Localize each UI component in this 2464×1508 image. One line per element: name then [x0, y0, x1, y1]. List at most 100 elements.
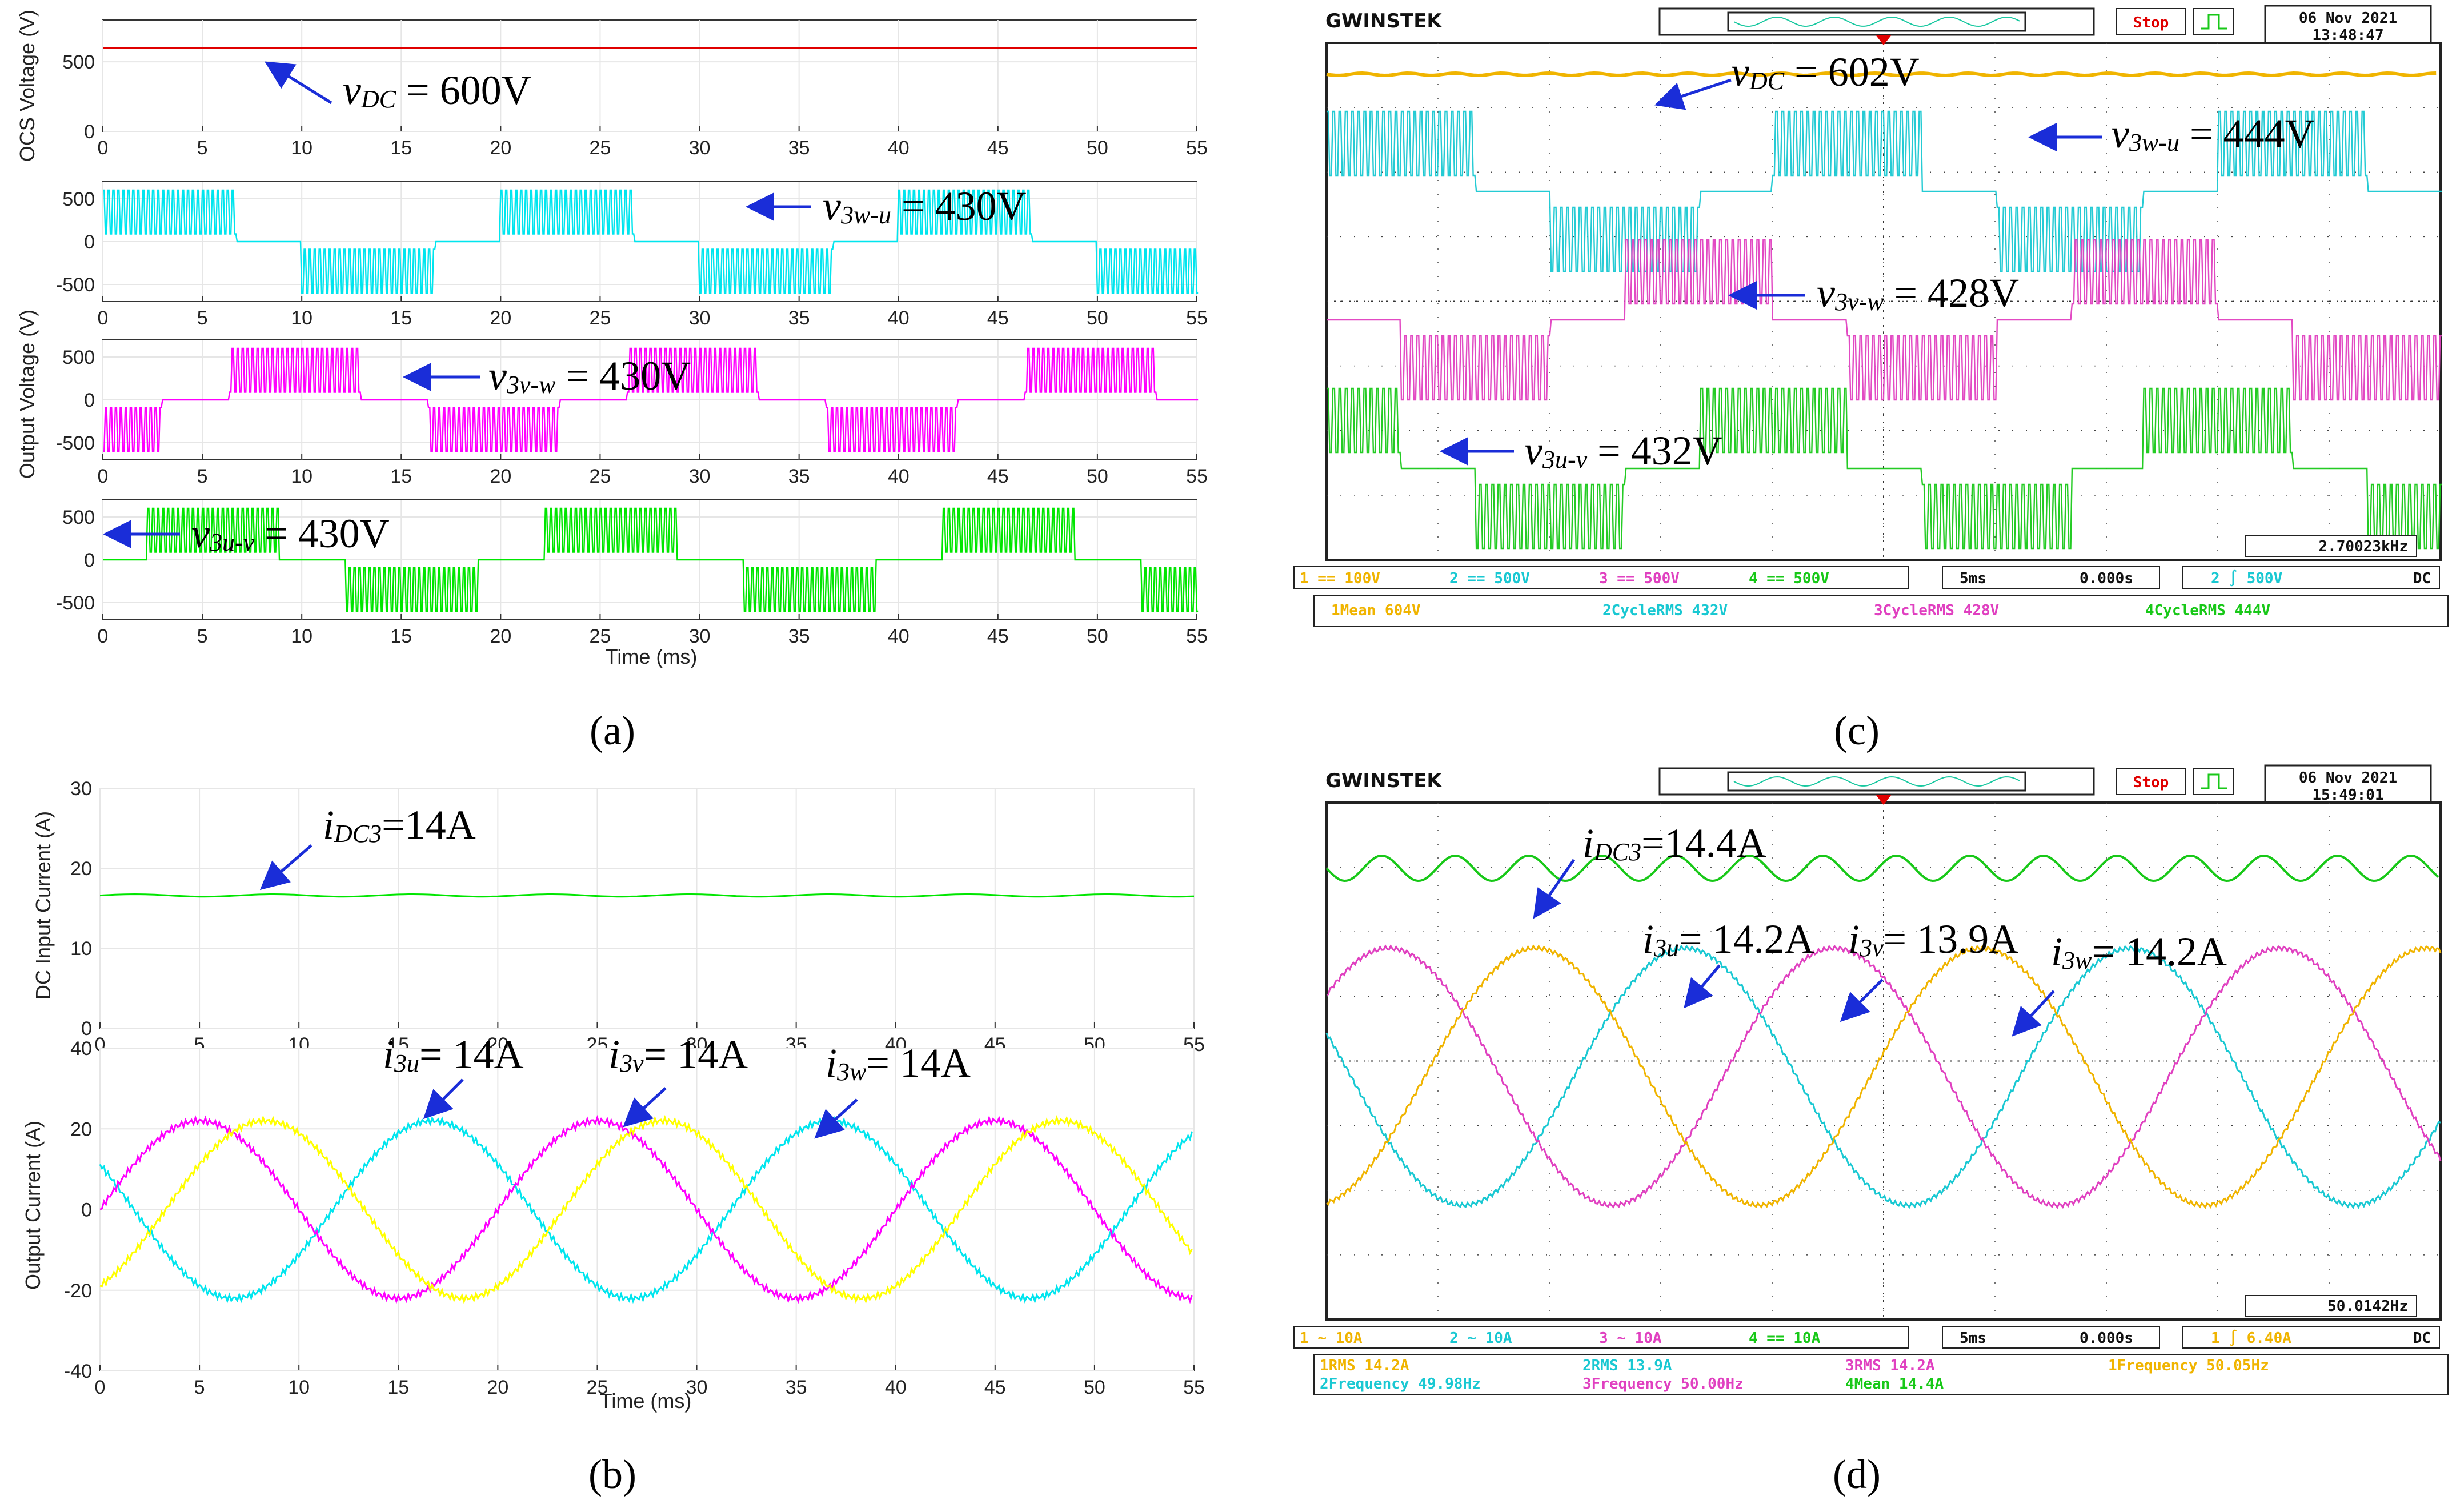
scope-measurement-3: 3RMS 14.2A	[1845, 1357, 1935, 1374]
scope-pulse-icon	[2201, 14, 2227, 30]
tick-label-x: 10	[291, 466, 312, 487]
tick-label-x: 35	[788, 625, 810, 647]
tick-label-x: 40	[888, 466, 910, 487]
tick-label-y: 0	[84, 231, 95, 253]
tick-label-x: 5	[197, 625, 208, 647]
scope-trigger-level: 1 ∫ 6.40A	[2211, 1329, 2291, 1347]
arrow-b-idc	[259, 844, 312, 891]
scope-channel-4: 4 == 10A	[1749, 1330, 1821, 1347]
tick-label-x: 35	[788, 307, 810, 329]
tick-label-x: 0	[98, 625, 109, 647]
scope-measurement-1: 1Mean 604V	[1331, 602, 1421, 619]
tick-label-y: 500	[62, 507, 95, 528]
tick-label-x: 35	[786, 1377, 807, 1398]
xlabel-a: Time (ms)	[606, 645, 698, 668]
tick-label-x: 40	[888, 625, 910, 647]
scope-channel-1: 1 ~ 10A	[1300, 1330, 1363, 1347]
tick-label-x: 55	[1183, 1377, 1205, 1398]
tick-label-x: 50	[1087, 466, 1108, 487]
scope-trigger-box	[2182, 1326, 2440, 1349]
arrow-d-iu	[1684, 964, 1721, 1009]
tick-label-x: 15	[390, 625, 412, 647]
ann-d-iw: i3w= 14.2A	[2051, 929, 2227, 974]
tick-label-x: 20	[487, 1377, 508, 1398]
tick-label-y: 500	[62, 188, 95, 210]
tick-label-x: 20	[490, 466, 511, 487]
scope-freq-box	[2245, 535, 2417, 557]
scope-channel-2: 2 ~ 10A	[1449, 1330, 1512, 1347]
tick-label-y: 30	[70, 778, 92, 800]
scope-freq-readout: 2.70023kHz	[2318, 538, 2408, 555]
plot-b-output-current: 0 5 10 15 20 25 30 35 40 45 50 55 -40 -20 0 20 40	[64, 1038, 1205, 1398]
tick-label-y: 0	[81, 1200, 92, 1221]
scope-measurement-7: 4Mean 14.4A	[1845, 1375, 1944, 1393]
panel-label-b: (b)	[588, 1451, 636, 1497]
series-idc3	[99, 893, 1195, 898]
scope-hpos: 0.000s	[2080, 570, 2133, 587]
scope-d-i3u-trace	[1325, 944, 2441, 1209]
tick-label-y: -20	[64, 1280, 92, 1302]
scope-time: 13:48:47	[2312, 27, 2383, 44]
series-v3v-w	[103, 347, 1199, 452]
ylabel-output-current: Output Current (A)	[21, 1121, 45, 1290]
scope-measurement-2: 2RMS 13.9A	[1582, 1357, 1672, 1374]
scope-date: 06 Nov 2021	[2299, 10, 2397, 27]
tick-label-x: 45	[987, 466, 1009, 487]
tick-label-x: 10	[291, 625, 312, 647]
tick-label-x: 5	[194, 1377, 205, 1398]
tick-label-x: 5	[197, 137, 208, 159]
scope-brand-logo: GWINSTEK	[1325, 769, 1443, 792]
tick-label-y: 0	[84, 390, 95, 411]
tick-label-x: 10	[291, 137, 312, 159]
tick-label-y: -40	[64, 1361, 92, 1382]
scope-c-v3wu-trace	[1327, 110, 2442, 272]
ylabel-output-voltage: Output Voltage (V)	[15, 310, 39, 479]
ylabel-ocs: OCS Voltage (V)	[15, 10, 39, 162]
tick-label-x: 30	[689, 137, 711, 159]
ann-d-iv: i3v= 13.9A	[1848, 916, 2018, 962]
tick-label-x: 40	[888, 137, 910, 159]
ann-b-iu: i3u= 14A	[383, 1032, 524, 1077]
ann-a-vw: v3v-w = 430V	[488, 353, 691, 399]
ann-b-iw: i3w= 14A	[826, 1040, 971, 1086]
tick-label-x: 0	[98, 466, 109, 487]
scope-measurement-3: 3CycleRMS 428V	[1874, 602, 1999, 619]
tick-label-x: 55	[1186, 307, 1208, 329]
scope-hpos: 0.000s	[2080, 1330, 2133, 1347]
tick-label-x: 40	[885, 1377, 907, 1398]
tick-label-x: 35	[788, 466, 810, 487]
tick-label-y: 20	[70, 1118, 92, 1140]
scope-timebase-box	[1942, 566, 2160, 589]
scope-trigger-marker	[1876, 35, 1892, 45]
scope-channel-row	[1293, 566, 1909, 589]
scope-measurement-4: 1Frequency 50.05Hz	[2108, 1357, 2269, 1374]
plot-a-ocs-voltage: 0 5 10 15 20 25 30 35 40 45 50 55 0 500	[62, 19, 1208, 159]
scope-measurement-4: 4CycleRMS 444V	[2145, 602, 2270, 619]
scope-c-vdc-trace	[1326, 71, 2437, 78]
tick-label-x: 0	[95, 1377, 106, 1398]
tick-label-x: 55	[1186, 137, 1208, 159]
scope-trigger-marker	[1876, 795, 1892, 805]
panel-label-a: (a)	[590, 708, 635, 753]
scope-memory-wave	[1733, 16, 2020, 27]
scope-coupling: DC	[2413, 570, 2431, 587]
tick-label-x: 5	[197, 307, 208, 329]
scope-measurement-5: 2Frequency 49.98Hz	[1320, 1375, 1481, 1393]
scope-measurement-6: 3Frequency 50.00Hz	[1582, 1375, 1744, 1393]
scope-measurement-1: 1RMS 14.2A	[1320, 1357, 1409, 1374]
axes-frame-b1	[99, 788, 1195, 1029]
scope-stop-label: Stop	[2133, 774, 2169, 791]
scope-brand-logo: GWINSTEK	[1325, 10, 1443, 33]
tick-label-x: 15	[390, 466, 412, 487]
tick-label-y: 0	[81, 1018, 92, 1040]
ann-d-iu: i3u= 14.2A	[1642, 916, 1814, 962]
tick-label-x: 45	[987, 625, 1009, 647]
arrow-c-vdc	[1654, 78, 1732, 110]
tick-label-x: 45	[987, 307, 1009, 329]
tick-label-x: 40	[888, 307, 910, 329]
tick-label-x: 5	[197, 466, 208, 487]
